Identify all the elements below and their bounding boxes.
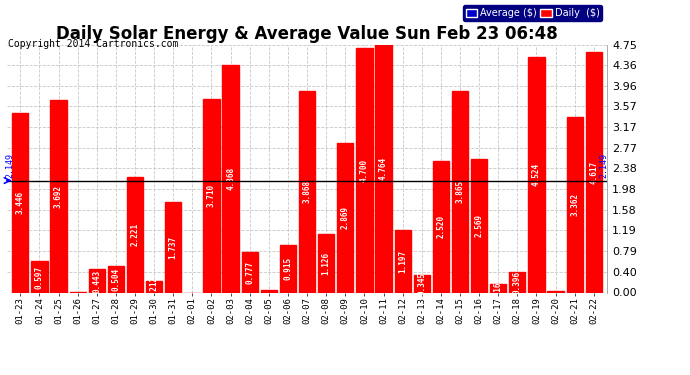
Bar xyxy=(356,48,373,292)
Text: 2.569: 2.569 xyxy=(475,214,484,237)
Bar xyxy=(471,159,487,292)
Text: 4.524: 4.524 xyxy=(532,163,541,186)
Bar xyxy=(31,261,48,292)
Text: 4.764: 4.764 xyxy=(379,157,388,180)
Text: 3.710: 3.710 xyxy=(207,184,216,207)
Text: 2.520: 2.520 xyxy=(436,215,445,238)
Text: 1.126: 1.126 xyxy=(322,252,331,275)
Text: 0.345: 0.345 xyxy=(417,272,426,295)
Text: 1.197: 1.197 xyxy=(398,250,407,273)
Text: 4.368: 4.368 xyxy=(226,167,235,190)
Text: Copyright 2014 Cartronics.com: Copyright 2014 Cartronics.com xyxy=(8,39,179,50)
Legend: Average ($), Daily  ($): Average ($), Daily ($) xyxy=(463,5,602,21)
Bar xyxy=(12,113,28,292)
Text: 2.149: 2.149 xyxy=(600,153,609,178)
Text: 0.396: 0.396 xyxy=(513,271,522,294)
Text: 3.692: 3.692 xyxy=(54,185,63,208)
Text: 0.164: 0.164 xyxy=(494,277,503,300)
Bar xyxy=(509,272,526,292)
Bar xyxy=(490,284,506,292)
Bar xyxy=(337,143,353,292)
Bar xyxy=(222,65,239,292)
Bar xyxy=(204,99,219,292)
Bar xyxy=(433,161,449,292)
Text: 0.915: 0.915 xyxy=(284,257,293,280)
Text: 2.221: 2.221 xyxy=(130,223,139,246)
Bar xyxy=(452,91,468,292)
Bar xyxy=(261,290,277,292)
Bar xyxy=(566,117,583,292)
Text: 0.777: 0.777 xyxy=(245,261,254,284)
Text: 4.617: 4.617 xyxy=(589,160,598,184)
Bar xyxy=(586,52,602,292)
Text: 2.149: 2.149 xyxy=(6,153,14,178)
Text: 0.597: 0.597 xyxy=(35,266,44,288)
Bar xyxy=(375,44,392,292)
Bar xyxy=(395,230,411,292)
Text: 3.868: 3.868 xyxy=(302,180,312,203)
Text: 2.869: 2.869 xyxy=(341,206,350,230)
Bar xyxy=(547,291,564,292)
Bar xyxy=(299,91,315,292)
Text: 0.443: 0.443 xyxy=(92,269,101,292)
Text: 0.504: 0.504 xyxy=(111,268,120,291)
Bar xyxy=(88,269,105,292)
Text: 1.737: 1.737 xyxy=(169,236,178,259)
Text: 4.700: 4.700 xyxy=(360,159,369,182)
Bar xyxy=(318,234,334,292)
Bar xyxy=(146,282,162,292)
Bar xyxy=(413,274,430,292)
Text: 3.446: 3.446 xyxy=(16,191,25,214)
Bar xyxy=(50,100,67,292)
Bar xyxy=(241,252,258,292)
Text: 3.362: 3.362 xyxy=(570,194,579,216)
Bar xyxy=(108,266,124,292)
Bar xyxy=(280,245,296,292)
Bar xyxy=(529,57,544,292)
Bar xyxy=(165,202,181,292)
Bar xyxy=(127,177,143,292)
Text: 0.212: 0.212 xyxy=(150,275,159,298)
Text: 3.865: 3.865 xyxy=(455,180,464,203)
Title: Daily Solar Energy & Average Value Sun Feb 23 06:48: Daily Solar Energy & Average Value Sun F… xyxy=(56,26,558,44)
